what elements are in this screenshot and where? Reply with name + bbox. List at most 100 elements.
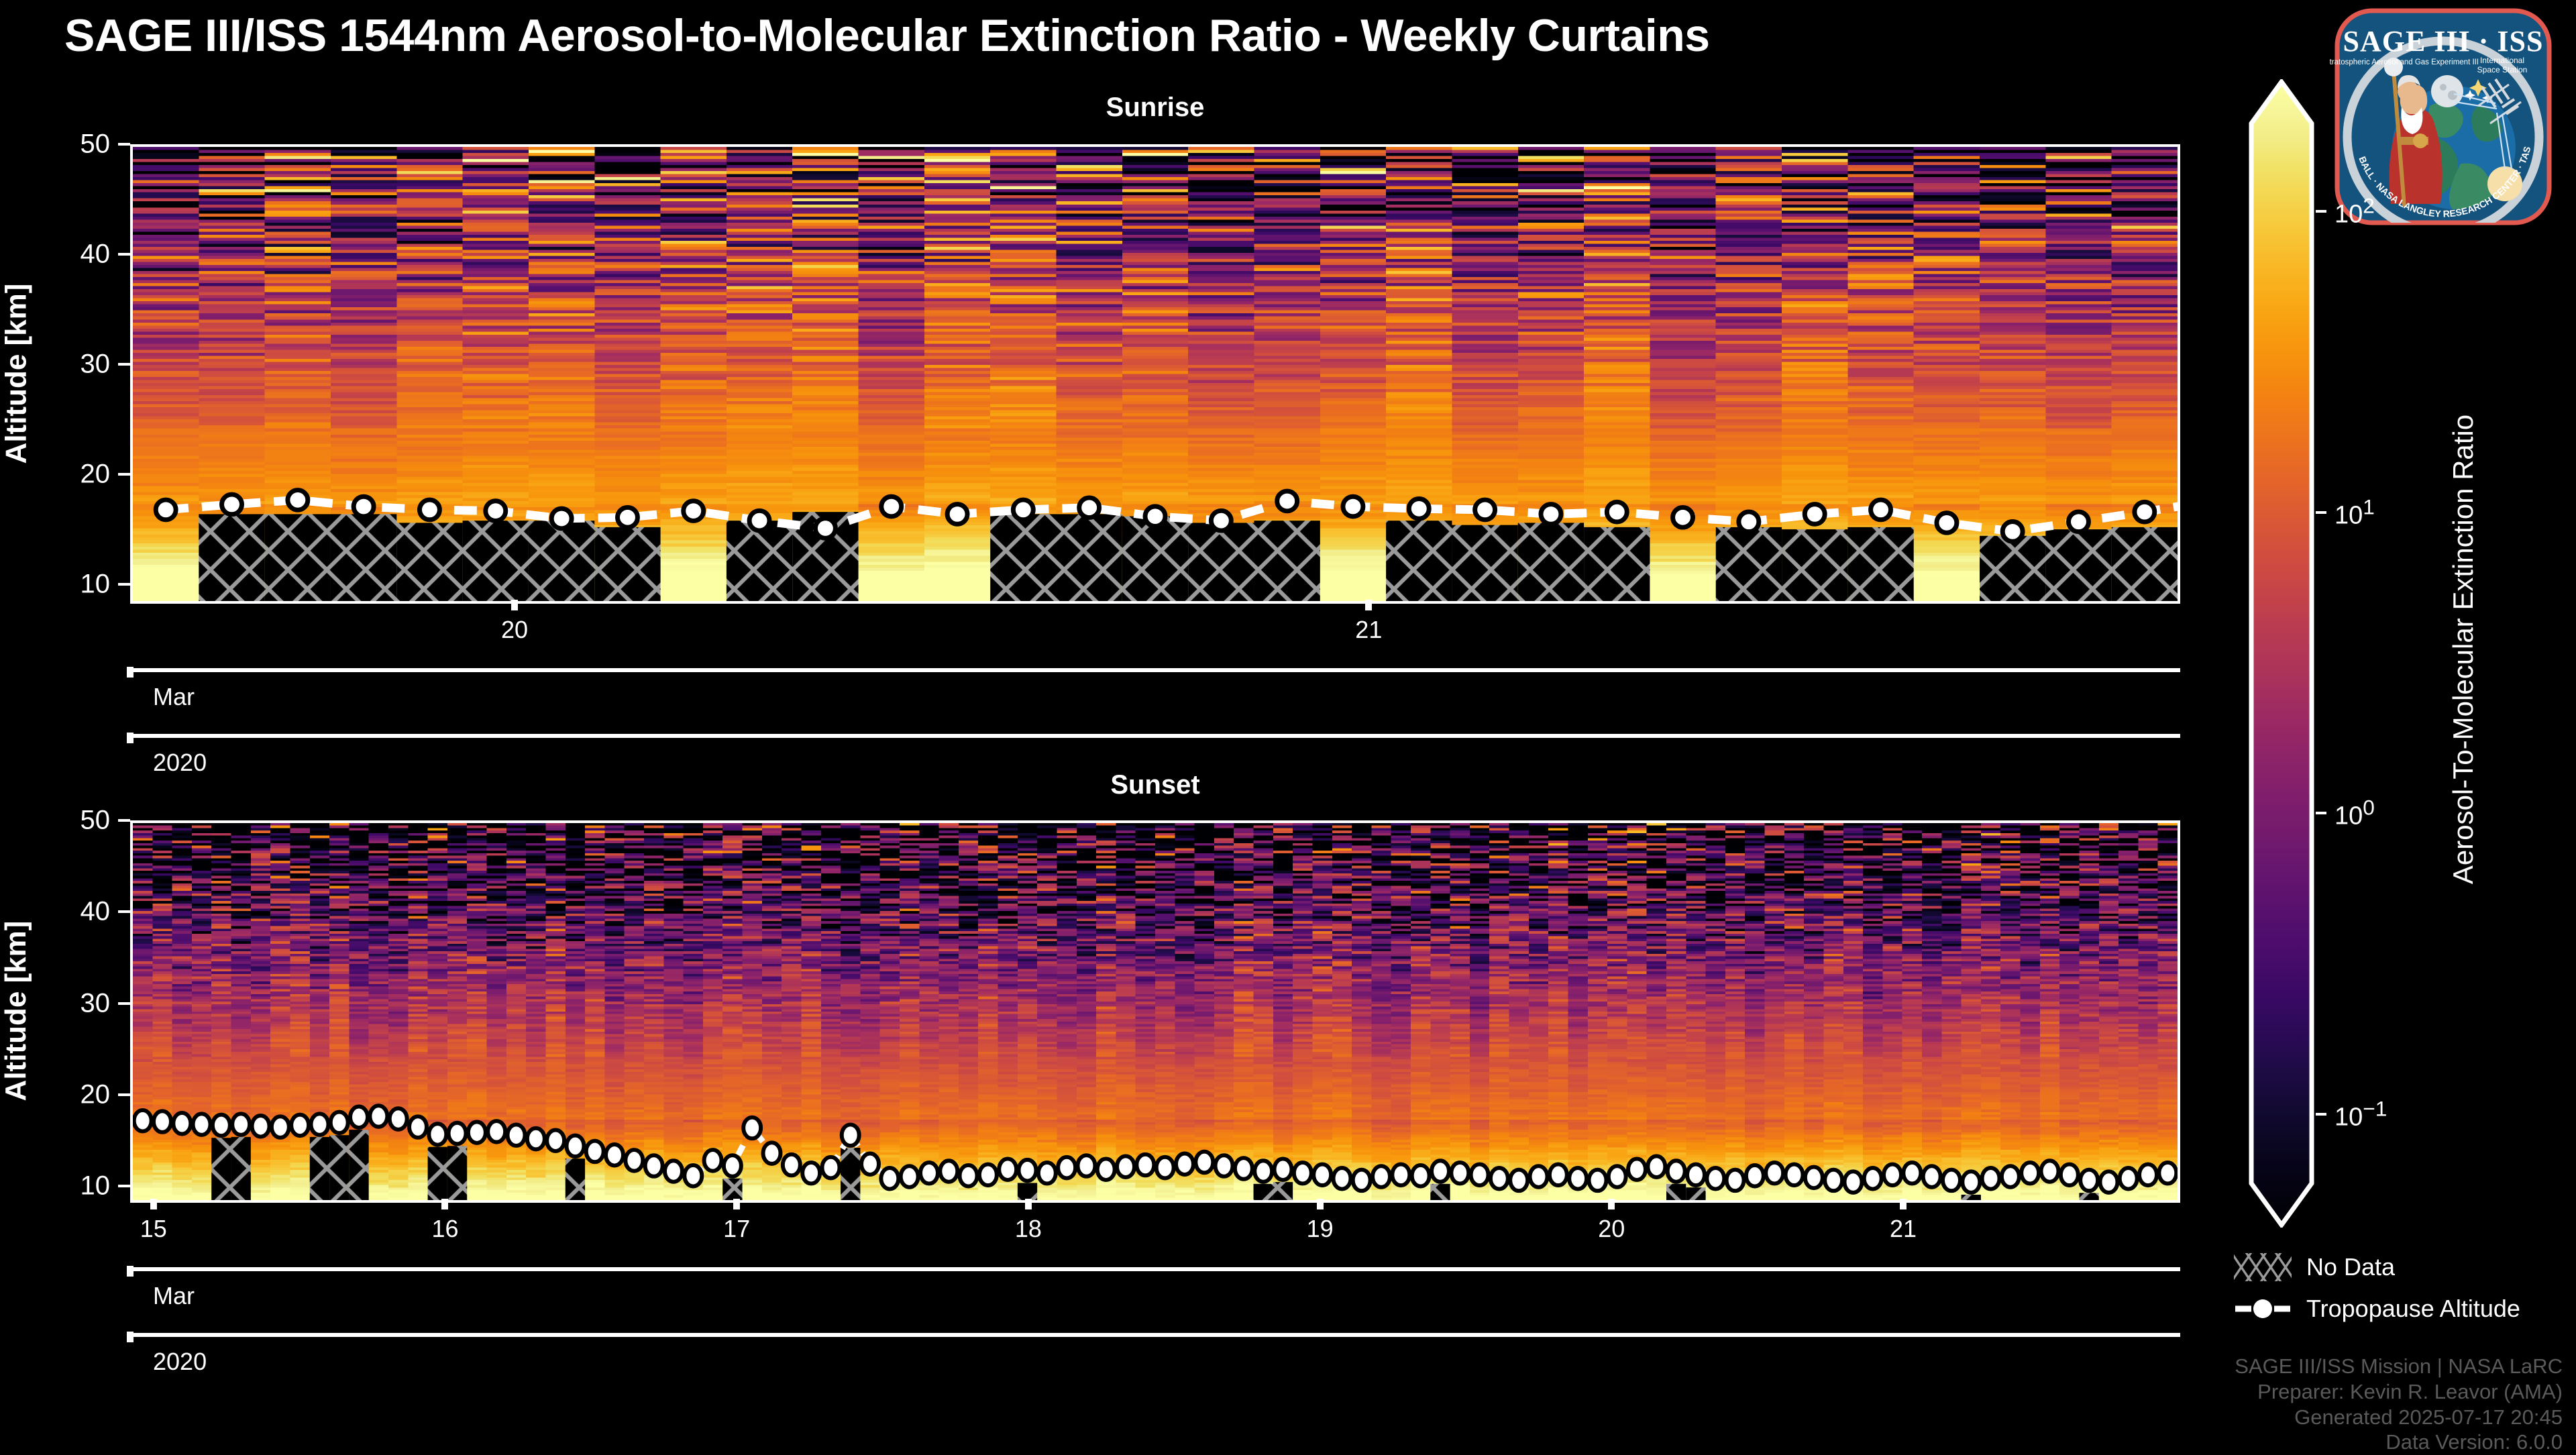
tropopause-marker <box>549 506 574 531</box>
tropopause-marker <box>1941 1167 1962 1193</box>
tropopause-marker <box>1340 494 1366 519</box>
tropopause-marker <box>1406 496 1432 521</box>
tropopause-marker <box>152 1109 173 1134</box>
x-tick-label-year: 2020 <box>153 749 207 776</box>
tropopause-marker <box>1075 1153 1097 1179</box>
tropopause-marker <box>1390 1162 1412 1188</box>
tropopause-marker <box>1868 497 1894 523</box>
x-tick-label-day: 20 <box>1598 1215 1625 1242</box>
tropopause-marker <box>2000 519 2025 544</box>
tropopause-marker <box>918 1160 940 1186</box>
tropopause-marker <box>1350 1167 1373 1193</box>
no-data-block <box>2111 527 2178 601</box>
x-tick-mark-month <box>127 1266 133 1277</box>
tropopause-marker <box>898 1164 920 1189</box>
tropopause-marker <box>1646 1154 1668 1179</box>
legend-item-tropopause: Tropopause Altitude <box>2234 1288 2520 1330</box>
colorbar-body <box>2249 79 2314 1228</box>
x-axis-rule-month <box>130 668 2180 672</box>
tropopause-marker <box>269 1114 291 1140</box>
no-data-block <box>1122 516 1189 601</box>
no-data-block <box>1715 527 1782 601</box>
tropopause-marker <box>230 1112 252 1137</box>
y-axis-label-sunset: Altitude [km] <box>0 920 32 1101</box>
tropopause-marker <box>879 494 904 519</box>
tropopause-marker <box>1803 1165 1825 1191</box>
no-data-block <box>990 514 1057 601</box>
x-tick-mark-day <box>150 1199 157 1209</box>
x-tick-mark-day <box>1365 600 1373 610</box>
tropopause-marker <box>2078 1167 2100 1193</box>
x-tick-label-day: 21 <box>1889 1215 1917 1242</box>
y-tick-label: 40 <box>80 896 111 926</box>
x-axis-rule-year <box>130 1333 2180 1337</box>
no-data-block <box>594 527 661 601</box>
tropopause-marker <box>348 1104 370 1130</box>
x-tick-label-month: Mar <box>153 683 195 710</box>
tropopause-marker <box>219 492 244 517</box>
svg-text:Space Station: Space Station <box>2477 65 2528 74</box>
no-data-block <box>1961 1194 1981 1200</box>
overlay-sunset <box>133 823 2178 1200</box>
no-data-block <box>211 1138 231 1200</box>
tropopause-marker <box>1567 1166 1589 1191</box>
no-data-block <box>1452 525 1518 601</box>
tropopause-marker <box>210 1112 232 1138</box>
colorbar-gradient <box>2249 79 2314 1228</box>
tropopause-marker <box>564 1133 586 1159</box>
tropopause-marker <box>681 498 706 523</box>
y-tick-label: 40 <box>80 239 111 269</box>
tropopause-marker <box>1488 1166 1510 1191</box>
legend-label-no-data: No Data <box>2306 1253 2396 1281</box>
tropopause-marker <box>747 508 772 533</box>
tropopause-marker <box>663 1158 684 1184</box>
tropopause-marker <box>1154 1154 1176 1181</box>
colorbar-tick-mark <box>2316 210 2326 213</box>
colorbar-tick-mark <box>2316 510 2326 514</box>
tropopause-marker <box>2117 1166 2139 1191</box>
x-tick-mark-month <box>127 667 133 678</box>
y-tick-label: 20 <box>80 1079 111 1110</box>
tropopause-marker <box>761 1140 783 1166</box>
tropopause-marker <box>285 488 311 513</box>
no-data-block <box>1017 1183 1038 1200</box>
tropopause-marker <box>171 1110 193 1136</box>
tropopause-marker <box>1232 1156 1254 1181</box>
tropopause-marker <box>1764 1160 1786 1186</box>
tropopause-marker <box>1901 1160 1923 1186</box>
tropopause-marker <box>1921 1164 1943 1189</box>
no-data-block <box>726 521 793 601</box>
tropopause-marker <box>1142 504 1168 529</box>
tropopause-marker <box>623 1148 645 1173</box>
plot-area-sunrise <box>130 144 2180 604</box>
tropopause-marker <box>1291 1160 1313 1186</box>
y-tick-mark <box>118 582 130 586</box>
x-tick-mark-year <box>127 1332 133 1342</box>
x-tick-mark-year <box>127 733 133 743</box>
tropopause-marker <box>1409 1163 1432 1189</box>
tropopause-marker <box>250 1114 272 1139</box>
tropopause-marker <box>289 1112 311 1138</box>
x-axis-rule-year <box>130 734 2180 738</box>
tropopause-marker <box>615 504 640 530</box>
page-title: SAGE III/ISS 1544nm Aerosol-to-Molecular… <box>64 10 1710 61</box>
x-tick-mark-day <box>1608 1199 1615 1209</box>
x-tick-label-month: Mar <box>153 1282 195 1309</box>
tropopause-line-swatch-icon <box>2234 1295 2292 1323</box>
svg-text:Stratospheric Aerosol and Gas: Stratospheric Aerosol and Gas Experiment… <box>2329 58 2479 66</box>
tropopause-marker <box>1056 1154 1078 1181</box>
colorbar-label: Aerosol-To-Molecular Extinction Ratio <box>2447 414 2479 885</box>
tropopause-marker <box>1606 1164 1628 1189</box>
x-tick-mark-day <box>511 600 518 610</box>
tropopause-marker <box>2157 1160 2178 1186</box>
tropopause-marker <box>2132 499 2157 525</box>
tropopause-marker <box>1036 1160 1058 1186</box>
tropopause-marker <box>483 498 508 523</box>
x-tick-label-day: 16 <box>431 1215 459 1242</box>
tropopause-marker <box>1842 1169 1864 1195</box>
tropopause-marker <box>741 1115 763 1141</box>
tropopause-marker <box>309 1112 331 1137</box>
tropopause-marker <box>1472 497 1498 523</box>
